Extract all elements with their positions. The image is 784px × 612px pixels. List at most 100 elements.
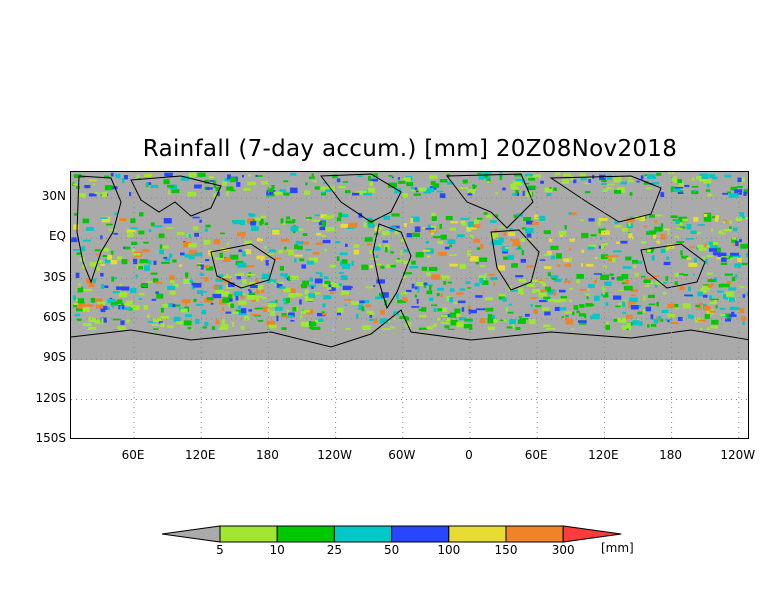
rain-cell <box>228 282 235 288</box>
rain-cell <box>251 226 259 231</box>
rain-cell <box>312 219 321 222</box>
rain-cell <box>192 216 200 219</box>
rain-cell <box>323 215 332 219</box>
rain-cell <box>515 190 519 194</box>
rain-cell <box>485 307 494 312</box>
rain-cell <box>77 303 86 309</box>
rain-cell <box>638 321 643 326</box>
rain-cell <box>660 192 665 197</box>
rain-cell <box>139 212 144 217</box>
rain-cell <box>557 264 561 267</box>
rain-cell <box>359 300 366 304</box>
rain-cell <box>602 189 608 192</box>
rain-cell <box>378 293 384 297</box>
rain-cell <box>425 227 435 230</box>
rain-cell <box>406 289 412 293</box>
rain-cell <box>553 187 557 191</box>
rain-cell <box>139 259 148 264</box>
rain-cell <box>414 286 420 290</box>
rain-cell <box>140 284 148 287</box>
rain-cell <box>515 327 521 332</box>
rain-cell <box>507 254 515 260</box>
rain-cell <box>244 315 250 321</box>
rain-cell <box>228 302 232 308</box>
rain-cell <box>96 304 104 309</box>
rain-cell <box>250 221 256 226</box>
rain-cell <box>581 249 584 253</box>
rain-cell <box>402 260 410 265</box>
rain-cell <box>159 244 163 249</box>
rain-cell <box>509 290 519 292</box>
rain-cell <box>551 278 557 280</box>
rain-cell <box>499 175 502 180</box>
rain-cell <box>344 299 352 301</box>
rain-cell <box>411 216 420 222</box>
rain-cell <box>368 187 376 193</box>
rain-cell <box>345 243 348 247</box>
rain-cell <box>643 279 651 283</box>
rain-cell <box>494 228 498 234</box>
rain-cell <box>433 323 437 327</box>
rain-cell <box>179 264 182 267</box>
rain-cell <box>622 227 628 232</box>
continent-outline <box>130 175 222 217</box>
rain-cell <box>74 213 78 216</box>
rain-cell <box>401 237 406 243</box>
rain-cell <box>339 252 348 256</box>
rain-cell <box>626 217 635 223</box>
rain-cell <box>102 255 108 257</box>
rain-cell <box>484 273 487 277</box>
continent-outline <box>549 175 662 223</box>
rain-cell <box>601 179 606 182</box>
rain-cell <box>528 319 536 325</box>
rain-cell <box>670 215 678 218</box>
rain-cell <box>578 320 587 323</box>
rain-cell <box>640 175 644 180</box>
rain-cell <box>628 301 636 304</box>
rain-cell <box>423 284 427 288</box>
rain-cell <box>321 234 326 238</box>
rain-cell <box>511 263 518 268</box>
rain-cell <box>667 303 675 308</box>
rain-cell <box>432 183 440 188</box>
rain-cell <box>498 296 505 300</box>
rain-cell <box>383 215 390 220</box>
rain-cell <box>556 253 562 259</box>
rain-cell <box>76 185 80 190</box>
rain-cell <box>581 263 584 267</box>
rain-cell <box>479 278 484 284</box>
rain-cell <box>456 234 465 238</box>
longitude-label: 180 <box>659 448 683 462</box>
rain-cell <box>609 273 614 276</box>
rain-cell <box>331 214 335 218</box>
rain-cell <box>220 276 228 278</box>
rain-cell <box>628 233 633 238</box>
rain-cell <box>260 258 264 261</box>
rain-cell <box>337 307 344 313</box>
rain-cell <box>146 182 149 187</box>
rain-cell <box>181 299 191 304</box>
rain-cell <box>217 191 220 197</box>
rain-cell <box>234 291 243 297</box>
rain-cell <box>515 178 525 183</box>
rain-cell <box>232 219 241 225</box>
rain-cell <box>569 238 575 242</box>
rain-cell <box>344 304 348 307</box>
rain-cell <box>684 184 690 188</box>
rain-cell <box>78 301 85 305</box>
rain-cell <box>314 186 320 190</box>
rain-cell <box>550 255 556 260</box>
rain-cell <box>249 281 256 287</box>
rain-cell <box>284 315 294 318</box>
latitude-label: 30S <box>43 269 66 284</box>
rain-cell <box>600 293 605 297</box>
rain-cell <box>505 307 508 312</box>
rain-cell <box>143 304 148 310</box>
rain-cell <box>150 184 159 189</box>
rain-cell <box>73 249 82 251</box>
rain-cell <box>303 309 310 313</box>
rain-cell <box>711 228 714 232</box>
rain-cell <box>547 272 551 277</box>
rain-cell <box>126 319 130 324</box>
rain-cell <box>643 308 646 313</box>
